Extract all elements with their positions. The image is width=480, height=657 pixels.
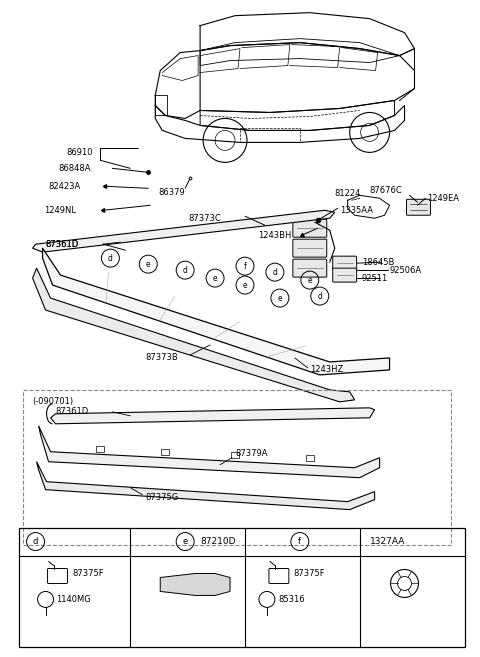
Text: 92511: 92511 [361,273,388,283]
Text: e: e [182,537,188,546]
Text: e: e [277,294,282,303]
Text: 1140MG: 1140MG [57,595,91,604]
Bar [23,390,451,545]
Text: 81224: 81224 [335,189,361,198]
Text: d: d [183,265,188,275]
Text: e: e [243,281,247,290]
Text: 87210D: 87210D [200,537,236,546]
Text: 1243HZ: 1243HZ [310,365,343,374]
Text: 92506A: 92506A [390,265,422,275]
Text: 85316: 85316 [278,595,304,604]
Polygon shape [43,248,390,375]
Text: 18645B: 18645B [361,258,394,267]
Text: 87676C: 87676C [370,186,402,194]
Text: 1243BH: 1243BH [258,231,291,240]
FancyBboxPatch shape [407,199,431,215]
Text: 86910: 86910 [67,148,93,157]
Text: 87375G: 87375G [145,493,179,502]
Text: 82423A: 82423A [48,182,81,191]
Polygon shape [36,462,374,510]
Polygon shape [38,426,380,478]
Text: (-090701): (-090701) [33,397,74,406]
Text: 87361D: 87361D [46,240,79,249]
Text: d: d [317,292,322,300]
Text: d: d [108,254,113,263]
Text: d: d [33,537,38,546]
Bar [161,449,169,455]
FancyBboxPatch shape [293,219,327,237]
FancyBboxPatch shape [293,259,327,277]
Text: 87361D: 87361D [56,407,89,417]
Text: 87379A: 87379A [235,449,267,458]
Text: e: e [146,260,151,269]
Text: 1249NL: 1249NL [45,206,77,215]
Text: 87361D: 87361D [46,240,79,249]
Polygon shape [50,408,374,424]
FancyBboxPatch shape [333,268,357,282]
Bar [231,452,239,458]
Polygon shape [160,574,230,595]
Text: 87373B: 87373B [145,353,178,363]
Text: 86848A: 86848A [59,164,91,173]
Bar [155,95,167,116]
Text: 1327AA: 1327AA [370,537,405,546]
Text: e: e [213,273,217,283]
Text: d: d [273,267,277,277]
Text: 87375F: 87375F [72,569,104,578]
Text: 1249EA: 1249EA [428,194,459,203]
Bar [240,128,300,143]
Text: 1335AA: 1335AA [340,206,372,215]
Bar [306,455,314,461]
FancyBboxPatch shape [333,256,357,270]
Text: f: f [244,261,246,271]
Text: 87375F: 87375F [294,569,325,578]
Text: e: e [308,275,312,284]
Bar [96,445,104,451]
Polygon shape [33,268,355,402]
Text: 87373C: 87373C [188,214,221,223]
FancyBboxPatch shape [293,239,327,257]
Polygon shape [33,210,335,252]
Text: f: f [299,537,301,546]
Bar [19,528,465,647]
Text: 86379: 86379 [158,188,185,197]
